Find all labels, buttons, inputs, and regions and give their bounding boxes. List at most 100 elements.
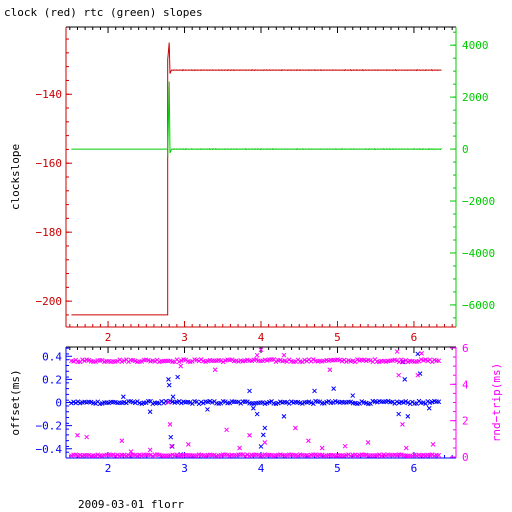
y-tick-label: 0 [55, 397, 62, 410]
x-tick-label: 6 [411, 331, 418, 344]
series-point-offset [425, 398, 431, 404]
y2-tick-label: 4000 [462, 39, 489, 52]
series-noise-clock [307, 69, 310, 72]
series-point-offset [260, 432, 266, 438]
series-noise-clock [298, 69, 301, 72]
series-point-rnd-trip [185, 441, 191, 447]
series-noise-clock [232, 69, 235, 72]
series-noise-rtc [331, 148, 334, 150]
y2-axis-label: rnd−trip(ms) [490, 363, 503, 442]
series-noise-clock [319, 69, 322, 72]
x-tick-label: 3 [181, 462, 188, 475]
series-point-rnd-trip [379, 453, 384, 459]
series-noise-rtc [433, 148, 436, 150]
series-point-offset [168, 434, 174, 440]
series-point-offset [207, 398, 213, 404]
series-point-rnd-trip [346, 452, 351, 458]
series-noise-clock [229, 69, 232, 72]
series-point-rnd-trip [403, 445, 409, 451]
series-noise-clock [187, 69, 190, 71]
series-point-offset [166, 377, 171, 382]
series-noise-clock [310, 69, 313, 71]
series-noise-clock [286, 69, 289, 71]
series-point-rnd-trip [262, 440, 268, 445]
series-point-rnd-trip [240, 452, 246, 458]
series-point-offset [331, 386, 337, 391]
series-noise-rtc [439, 147, 442, 151]
y-tick-label: 0.4 [42, 350, 62, 363]
x-tick-label: 5 [334, 462, 341, 475]
series-noise-clock [196, 69, 199, 71]
y2-tick-label: 0 [462, 143, 469, 156]
y2-tick-label: 6 [462, 342, 469, 355]
series-point-rnd-trip [254, 352, 260, 358]
series-point-rnd-trip [224, 427, 229, 433]
series-noise-clock [202, 69, 205, 71]
series-point-offset [299, 401, 305, 406]
series-point-offset [200, 400, 206, 406]
series-point-rnd-trip [343, 359, 349, 365]
series-point-rnd-trip [166, 400, 171, 405]
series-noise-rtc [427, 147, 430, 151]
y2-tick-label: −6000 [462, 299, 495, 312]
series-noise-rtc [232, 148, 235, 150]
series-noise-rtc [265, 148, 268, 151]
y-tick-label: −0.4 [36, 443, 63, 456]
series-noise-rtc [382, 148, 385, 151]
series-point-offset [250, 405, 256, 411]
series-point-rnd-trip [394, 349, 400, 354]
series-noise-rtc [391, 148, 394, 151]
series-point-rnd-trip [273, 359, 279, 364]
series-noise-clock [409, 69, 412, 71]
series-noise-clock [358, 69, 361, 71]
series-point-rnd-trip [394, 358, 400, 363]
series-point-rnd-trip [401, 359, 406, 365]
series-point-rnd-trip [220, 359, 226, 365]
series-noise-clock [295, 69, 298, 72]
series-noise-clock [268, 69, 271, 72]
series-noise-rtc [172, 148, 175, 150]
series-point-rnd-trip [306, 438, 311, 444]
series-point-rnd-trip [150, 453, 156, 459]
series-point-offset [326, 398, 332, 404]
series-noise-rtc [214, 148, 217, 151]
series-point-rnd-trip [84, 434, 90, 440]
x-tick-label: 5 [334, 331, 341, 344]
series-point-offset [402, 377, 408, 382]
y2-tick-label: −4000 [462, 247, 495, 260]
series-point-rnd-trip [253, 357, 259, 362]
series-noise-clock [223, 69, 226, 71]
series-line-rtc [71, 81, 441, 157]
series-noise-clock [385, 69, 388, 72]
series-noise-clock [343, 69, 346, 72]
series-point-offset [262, 425, 268, 431]
series-point-offset [258, 444, 264, 449]
series-point-rnd-trip [423, 357, 428, 363]
series-noise-rtc [385, 148, 388, 151]
y2-tick-label: 2000 [462, 91, 489, 104]
series-noise-clock [262, 69, 265, 72]
series-noise-clock [205, 69, 208, 71]
series-noise-clock [322, 69, 325, 71]
series-point-offset [147, 409, 153, 415]
series-point-offset [426, 405, 432, 411]
y-tick-label: −200 [36, 295, 63, 308]
x-tick-label: 4 [258, 462, 265, 475]
series-point-offset [236, 399, 241, 405]
series-point-rnd-trip [281, 352, 287, 358]
y-axis-label: offset(ms) [9, 369, 22, 435]
y-tick-label: −180 [36, 226, 63, 239]
series-noise-clock [430, 68, 433, 72]
series-point-rnd-trip [167, 421, 173, 427]
series-point-rnd-trip [400, 421, 405, 427]
series-noise-rtc [196, 148, 199, 150]
series-noise-clock [418, 69, 421, 72]
series-noise-rtc [364, 148, 367, 151]
series-point-rnd-trip [242, 453, 248, 459]
series-noise-rtc [268, 148, 271, 150]
series-point-offset [175, 374, 181, 380]
series-point-offset [348, 399, 354, 405]
series-noise-clock [349, 68, 352, 72]
series-noise-clock [217, 69, 220, 71]
